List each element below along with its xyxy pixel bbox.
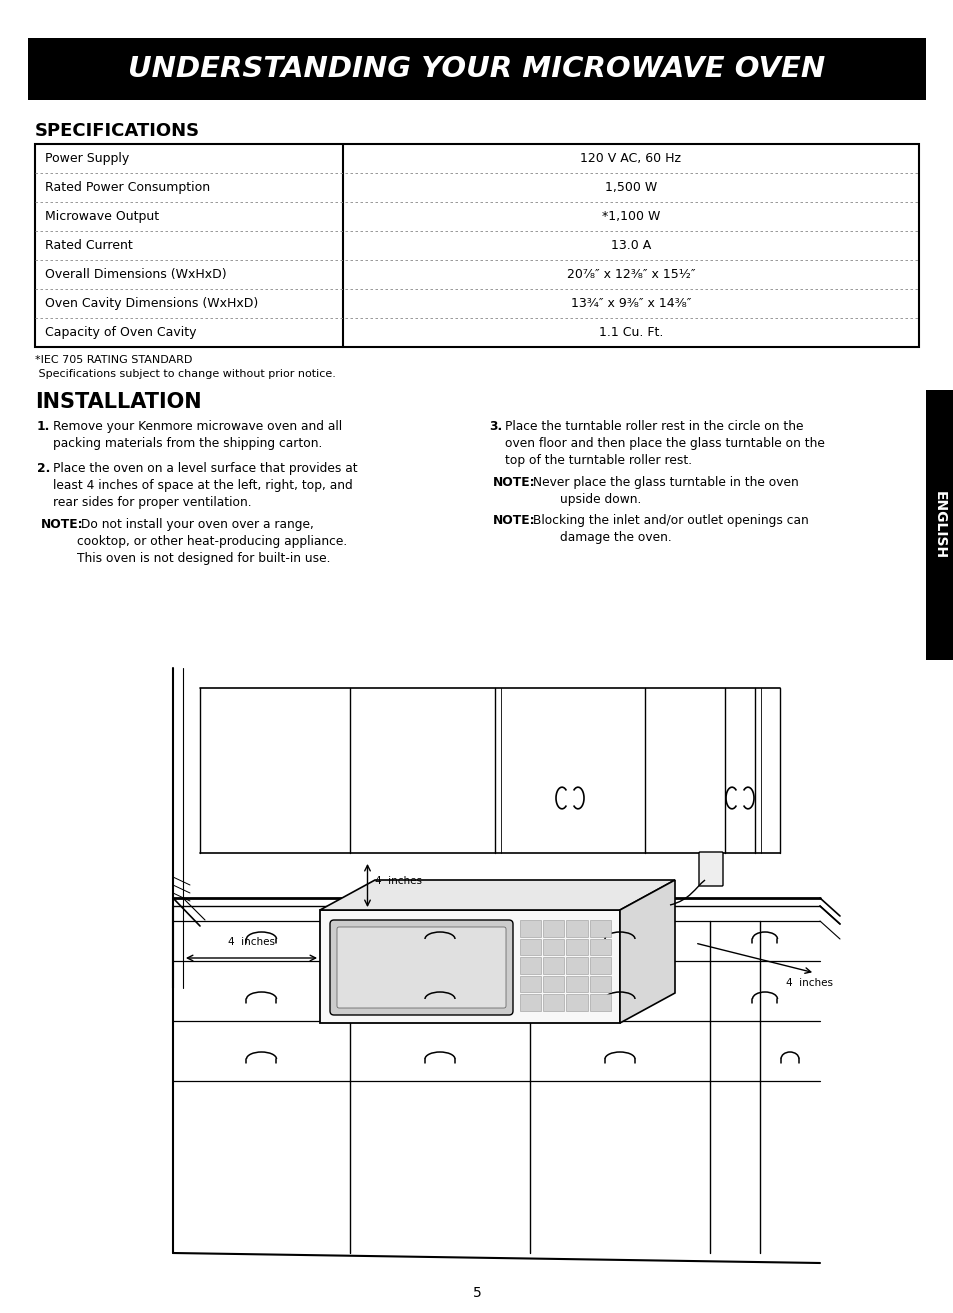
Bar (542, 976, 564, 993)
Bar (566, 939, 587, 955)
Text: 20⁷⁄₈″ x 12³⁄₈″ x 15¹⁄₂″: 20⁷⁄₈″ x 12³⁄₈″ x 15¹⁄₂″ (566, 268, 695, 281)
Bar (519, 957, 540, 974)
Text: 1.1 Cu. Ft.: 1.1 Cu. Ft. (598, 326, 662, 339)
Bar (589, 939, 610, 955)
Polygon shape (319, 910, 619, 1023)
FancyBboxPatch shape (330, 920, 513, 1015)
Text: *IEC 705 RATING STANDARD: *IEC 705 RATING STANDARD (35, 355, 193, 365)
Bar (589, 994, 610, 1011)
Bar (542, 957, 564, 974)
Bar (542, 994, 564, 1011)
FancyBboxPatch shape (336, 927, 505, 1008)
Text: Oven Cavity Dimensions (WxHxD): Oven Cavity Dimensions (WxHxD) (45, 297, 258, 310)
Text: Place the oven on a level surface that provides at
least 4 inches of space at th: Place the oven on a level surface that p… (53, 462, 357, 509)
Text: Microwave Output: Microwave Output (45, 210, 159, 223)
Text: 1,500 W: 1,500 W (604, 181, 657, 194)
Text: 120 V AC, 60 Hz: 120 V AC, 60 Hz (579, 152, 680, 165)
Bar (589, 920, 610, 936)
Text: Power Supply: Power Supply (45, 152, 129, 165)
Text: Specifications subject to change without prior notice.: Specifications subject to change without… (35, 369, 335, 379)
Bar (566, 957, 587, 974)
Polygon shape (619, 880, 675, 1023)
Bar (519, 994, 540, 1011)
Text: Blocking the inlet and/or outlet openings can
        damage the oven.: Blocking the inlet and/or outlet opening… (529, 513, 808, 544)
Text: Rated Current: Rated Current (45, 239, 132, 252)
Bar (925, 390, 953, 660)
Bar (35, 144, 918, 347)
Text: 3.: 3. (489, 420, 501, 433)
FancyBboxPatch shape (699, 852, 722, 886)
Bar (566, 976, 587, 993)
Bar (154, 668, 840, 1268)
Bar (519, 939, 540, 955)
Text: Remove your Kenmore microwave oven and all
packing materials from the shipping c: Remove your Kenmore microwave oven and a… (53, 420, 342, 450)
Bar (589, 976, 610, 993)
Bar (542, 939, 564, 955)
Text: 13.0 A: 13.0 A (610, 239, 651, 252)
Bar (519, 976, 540, 993)
Text: 4  inches: 4 inches (785, 978, 833, 987)
Text: NOTE:: NOTE: (493, 477, 535, 488)
Text: 2.: 2. (37, 462, 51, 475)
Text: 13³⁄₄″ x 9³⁄₈″ x 14³⁄₈″: 13³⁄₄″ x 9³⁄₈″ x 14³⁄₈″ (570, 297, 691, 310)
Text: Never place the glass turntable in the oven
        upside down.: Never place the glass turntable in the o… (529, 477, 798, 506)
Text: UNDERSTANDING YOUR MICROWAVE OVEN: UNDERSTANDING YOUR MICROWAVE OVEN (129, 55, 824, 83)
Bar (28, 38, 925, 100)
Text: SPECIFICATIONS: SPECIFICATIONS (35, 122, 200, 140)
Text: 5: 5 (472, 1285, 481, 1300)
Bar (566, 920, 587, 936)
Text: NOTE:: NOTE: (41, 519, 84, 530)
Text: Rated Power Consumption: Rated Power Consumption (45, 181, 210, 194)
Polygon shape (319, 880, 675, 910)
Text: 4  inches: 4 inches (228, 937, 274, 947)
Text: NOTE:: NOTE: (493, 513, 535, 527)
Text: 4  inches: 4 inches (375, 877, 422, 886)
Text: Capacity of Oven Cavity: Capacity of Oven Cavity (45, 326, 196, 339)
Bar (589, 957, 610, 974)
Text: 1.: 1. (37, 420, 51, 433)
Text: Do not install your oven over a range,
cooktop, or other heat-producing applianc: Do not install your oven over a range, c… (77, 519, 347, 565)
Text: *1,100 W: *1,100 W (601, 210, 659, 223)
Text: INSTALLATION: INSTALLATION (35, 393, 201, 412)
Text: Overall Dimensions (WxHxD): Overall Dimensions (WxHxD) (45, 268, 227, 281)
Bar (566, 994, 587, 1011)
Bar (542, 920, 564, 936)
Text: Place the turntable roller rest in the circle on the
oven floor and then place t: Place the turntable roller rest in the c… (504, 420, 824, 467)
Text: ENGLISH: ENGLISH (932, 491, 946, 559)
Bar (519, 920, 540, 936)
